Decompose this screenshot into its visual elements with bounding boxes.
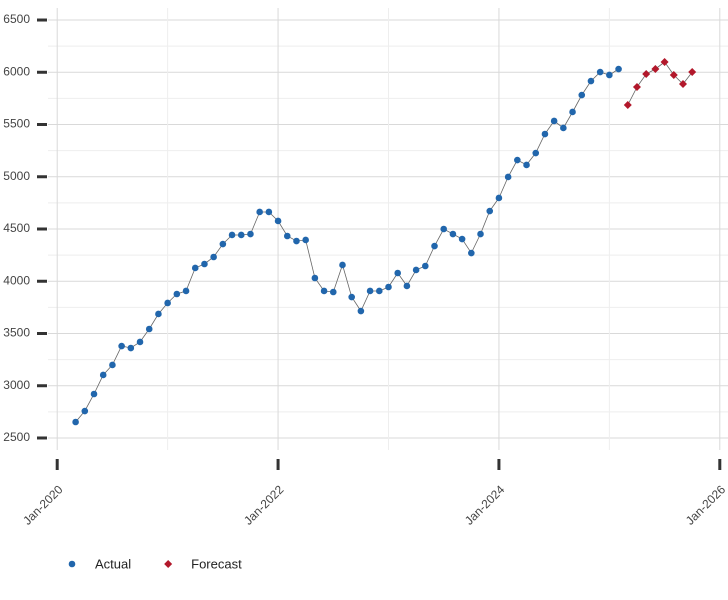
point <box>678 79 687 88</box>
point <box>90 390 98 398</box>
y-tick-label: 4500 <box>3 221 30 235</box>
legend-marker <box>68 560 76 568</box>
point <box>504 173 512 181</box>
legend-marker <box>164 560 173 568</box>
point <box>651 65 660 74</box>
point <box>219 240 227 248</box>
point <box>265 208 273 216</box>
point <box>237 231 245 239</box>
point <box>412 266 420 274</box>
point <box>688 68 697 77</box>
legend: Actual Forecast <box>68 556 242 571</box>
y-tick-label: 4000 <box>3 273 30 287</box>
point <box>348 293 355 301</box>
point <box>431 242 438 250</box>
point <box>274 217 282 225</box>
point <box>210 253 217 261</box>
point <box>228 231 236 239</box>
point <box>615 65 622 73</box>
point <box>403 282 411 290</box>
point <box>569 108 576 116</box>
point <box>293 237 300 245</box>
point <box>514 156 521 164</box>
point <box>72 418 79 426</box>
point <box>632 82 641 91</box>
point <box>606 71 613 79</box>
x-tick-label: Jan-2020 <box>20 482 66 528</box>
legend-label: Actual <box>95 556 131 571</box>
point <box>357 307 365 315</box>
point <box>155 310 162 318</box>
point <box>136 338 144 346</box>
point <box>99 371 107 379</box>
point <box>440 225 448 233</box>
point <box>182 287 190 295</box>
point <box>486 207 494 215</box>
point <box>366 287 374 295</box>
point <box>191 264 199 272</box>
point <box>578 91 586 99</box>
grid <box>48 8 728 450</box>
point <box>127 344 135 352</box>
point <box>587 77 595 85</box>
x-tick-label: Jan-2024 <box>462 482 508 528</box>
point <box>375 287 383 295</box>
y-tick-label: 5000 <box>3 169 30 183</box>
point <box>394 269 402 277</box>
point <box>320 287 328 295</box>
point <box>669 70 678 79</box>
point <box>550 117 558 125</box>
point <box>449 230 457 238</box>
x-tick-label: Jan-2026 <box>683 482 728 528</box>
point <box>145 325 153 333</box>
y-tick-label: 5500 <box>3 117 30 131</box>
legend-label: Forecast <box>191 556 242 571</box>
point <box>623 100 632 109</box>
point <box>560 124 567 132</box>
y-tick-label: 6000 <box>3 64 30 78</box>
point <box>523 161 530 169</box>
y-tick-label: 3000 <box>3 378 30 392</box>
point <box>660 58 669 67</box>
point <box>302 236 309 244</box>
point <box>81 407 89 415</box>
point <box>541 130 549 138</box>
x-tick-label: Jan-2022 <box>241 482 287 528</box>
point <box>283 232 291 240</box>
point <box>477 230 484 238</box>
point <box>532 149 540 157</box>
point <box>201 260 208 268</box>
point <box>458 235 466 243</box>
point <box>339 261 346 269</box>
point <box>642 70 651 79</box>
series-line <box>75 68 619 423</box>
point <box>329 288 337 296</box>
axes: 2500 3000 3500 4000 4500 5000 5500 6000 6500 Jan-… <box>3 12 728 528</box>
point <box>495 194 503 202</box>
y-tick-label: 2500 <box>3 430 30 444</box>
point <box>118 342 125 350</box>
point <box>468 249 475 257</box>
point <box>256 208 263 216</box>
point <box>422 262 429 270</box>
point <box>385 283 392 291</box>
point <box>247 230 254 238</box>
plot <box>72 58 697 426</box>
y-tick-label: 6500 <box>3 12 30 26</box>
point <box>311 274 319 282</box>
y-tick-label: 3500 <box>3 326 30 340</box>
point <box>173 290 181 298</box>
point <box>109 361 116 369</box>
point <box>596 68 604 76</box>
point <box>164 299 171 307</box>
